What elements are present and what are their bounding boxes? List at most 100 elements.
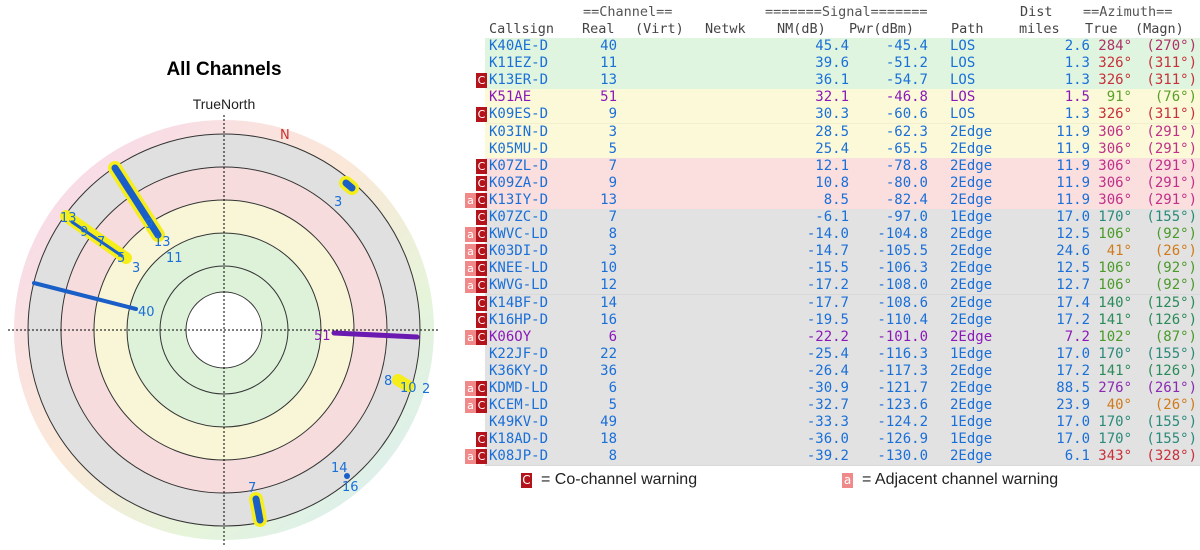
- co-channel-warning-icon: C: [476, 329, 487, 345]
- cell-pwr: -65.5: [885, 140, 928, 157]
- table-row[interactable]: K13ER-D 13 36.1 -54.7 LOS 1.3 326° (311°): [485, 72, 1200, 91]
- table-row[interactable]: KNEE-LD 10 -15.5 -106.3 2Edge 12.5 106° (92°): [485, 260, 1200, 279]
- cell-magn: (92°): [1154, 226, 1197, 243]
- table-row[interactable]: K13IY-D 13 8.5 -82.4 2Edge 11.9 306° (291°): [485, 191, 1200, 210]
- table-row[interactable]: K06OY 6 -22.2 -101.0 2Edge 7.2 102° (87°): [485, 328, 1200, 347]
- co-channel-warning-icon: C: [476, 278, 487, 294]
- table-row[interactable]: K40AE-D 40 45.4 -45.4 LOS 2.6 284° (270°): [485, 38, 1200, 56]
- cell-path: LOS: [950, 106, 976, 123]
- table-row[interactable]: K18AD-D 18 -36.0 -126.9 1Edge 17.0 170° (155°): [485, 431, 1200, 450]
- station-label-2: 2: [422, 382, 430, 397]
- table-row[interactable]: K51AE 51 32.1 -46.8 LOS 1.5 91° (76°): [485, 89, 1200, 108]
- cell-true: 170°: [1098, 345, 1132, 362]
- cell-nm: -26.4: [806, 362, 849, 379]
- cell-pwr: -130.0: [877, 448, 928, 465]
- mark-14-16: [344, 473, 350, 479]
- cell-callsign: K16HP-D: [489, 311, 549, 328]
- table-row[interactable]: K09ES-D 9 30.3 -60.6 LOS 1.3 326° (311°): [485, 106, 1200, 125]
- cell-callsign: K11EZ-D: [489, 55, 549, 72]
- cell-pwr: -60.6: [885, 106, 928, 123]
- cell-nm: -33.3: [806, 414, 849, 431]
- table-row[interactable]: K14BF-D 14 -17.7 -108.6 2Edge 17.4 140° (125°): [485, 294, 1200, 313]
- cell-callsign: K07ZL-D: [489, 157, 549, 174]
- cell-callsign: K07ZC-D: [489, 209, 549, 225]
- cell-nm: 36.1: [815, 72, 849, 89]
- cell-pwr: -110.4: [877, 311, 928, 328]
- table-row[interactable]: K22JF-D 22 -25.4 -116.3 1Edge 17.0 170° (155°): [485, 345, 1200, 364]
- cell-real: 13: [600, 72, 617, 89]
- cell-magn: (125°): [1146, 294, 1197, 311]
- cell-magn: (291°): [1146, 174, 1197, 191]
- cell-nm: 25.4: [815, 140, 849, 157]
- cell-real: 7: [608, 157, 617, 174]
- col-magn: (Magn): [1135, 21, 1184, 37]
- cell-pwr: -51.2: [885, 55, 928, 72]
- cell-real: 9: [608, 106, 617, 123]
- cell-pwr: -106.3: [877, 260, 928, 277]
- table-row[interactable]: K03DI-D 3 -14.7 -105.5 2Edge 24.6 41° (26°): [485, 243, 1200, 262]
- legend-co-text: = Co-channel warning: [541, 471, 698, 488]
- cell-nm: -30.9: [806, 380, 849, 396]
- cell-callsign: K14BF-D: [489, 294, 549, 311]
- col-virt: (Virt): [635, 21, 684, 37]
- cell-path: 2Edge: [950, 260, 993, 277]
- cell-magn: (155°): [1146, 209, 1197, 225]
- cell-pwr: -108.6: [877, 294, 928, 311]
- table-row[interactable]: KDMD-LD 6 -30.9 -121.7 2Edge 88.5 276° (261°): [485, 380, 1200, 398]
- table-row[interactable]: K49KV-D 49 -33.3 -124.2 1Edge 17.0 170° (155°): [485, 414, 1200, 433]
- table-row[interactable]: KWVC-LD 8 -14.0 -104.8 2Edge 12.5 106° (92°): [485, 226, 1200, 245]
- cell-nm: -36.0: [806, 431, 849, 448]
- cell-true: 284°: [1098, 38, 1132, 54]
- legend-adj-text: = Adjacent channel warning: [862, 471, 1059, 488]
- station-label-3-upper: 3: [334, 195, 342, 210]
- mark-3-upper-core: [342, 179, 356, 192]
- cell-real: 9: [608, 174, 617, 191]
- cell-path: 2Edge: [950, 380, 993, 396]
- cell-dist: 1.5: [1064, 89, 1090, 106]
- table-row[interactable]: K09ZA-D 9 10.8 -80.0 2Edge 11.9 306° (291°): [485, 174, 1200, 193]
- cell-pwr: -124.2: [877, 414, 928, 431]
- cell-true: 102°: [1098, 328, 1132, 345]
- mark-8-10-2: [392, 374, 414, 392]
- cell-path: LOS: [950, 55, 976, 72]
- polar-chart: All Channels TrueNorth N 9 13 11 3 13 9 …: [8, 59, 440, 545]
- cell-nm: 32.1: [815, 89, 849, 106]
- cell-dist: 12.5: [1056, 260, 1090, 277]
- table-row[interactable]: K07ZL-D 7 12.1 -78.8 2Edge 11.9 306° (291°): [485, 157, 1200, 176]
- cell-true: 306°: [1098, 140, 1132, 157]
- table-row[interactable]: K07ZC-D 7 -6.1 -97.0 1Edge 17.0 170° (155°): [485, 209, 1200, 227]
- cell-dist: 7.2: [1064, 328, 1090, 345]
- table-row[interactable]: K03IN-D 3 28.5 -62.3 2Edge 11.9 306° (291°): [485, 123, 1200, 142]
- cell-true: 306°: [1098, 157, 1132, 174]
- table-row[interactable]: K36KY-D 36 -26.4 -117.3 2Edge 17.2 141° (126°): [485, 362, 1200, 381]
- chart-subtitle: TrueNorth: [193, 96, 256, 112]
- cell-true: 306°: [1098, 123, 1132, 140]
- station-label-9: 9: [145, 217, 153, 232]
- table-row[interactable]: KWVG-LD 12 -17.2 -108.0 2Edge 12.7 106° (92°): [485, 277, 1200, 296]
- co-channel-warning-icon: C: [476, 261, 487, 277]
- station-label-3-cluster: 3: [132, 261, 140, 276]
- adjacent-channel-warning-icon: a: [465, 227, 476, 243]
- cell-true: 276°: [1098, 380, 1132, 396]
- table-row[interactable]: K08JP-D 8 -39.2 -130.0 2Edge 6.1 343° (328°): [485, 448, 1200, 467]
- cell-pwr: -62.3: [885, 123, 928, 140]
- cell-dist: 11.9: [1056, 191, 1090, 208]
- cell-callsign: KWVG-LD: [489, 277, 549, 294]
- cell-pwr: -80.0: [885, 174, 928, 191]
- table-row[interactable]: KCEM-LD 5 -32.7 -123.6 2Edge 23.9 40° (26°): [485, 397, 1200, 416]
- cell-pwr: -105.5: [877, 243, 928, 260]
- cell-path: 2Edge: [950, 191, 993, 208]
- cell-dist: 11.9: [1056, 157, 1090, 174]
- azimuth-group-header: ==Azimuth==: [1083, 4, 1173, 20]
- table-row[interactable]: K11EZ-D 11 39.6 -51.2 LOS 1.3 326° (311°): [485, 55, 1200, 74]
- cell-path: 2Edge: [950, 397, 993, 414]
- cell-path: 2Edge: [950, 243, 993, 260]
- cell-nm: -22.2: [806, 328, 849, 345]
- col-callsign: Callsign: [489, 21, 555, 37]
- cell-path: 2Edge: [950, 174, 993, 191]
- co-channel-warning-icon: C: [476, 210, 487, 225]
- table-row[interactable]: K05MU-D 5 25.4 -65.5 2Edge 11.9 306° (291°): [485, 140, 1200, 159]
- cell-true: 306°: [1098, 174, 1132, 191]
- table-row[interactable]: K16HP-D 16 -19.5 -110.4 2Edge 17.2 141° (126°): [485, 311, 1200, 330]
- adjacent-channel-warning-icon: a: [465, 192, 476, 208]
